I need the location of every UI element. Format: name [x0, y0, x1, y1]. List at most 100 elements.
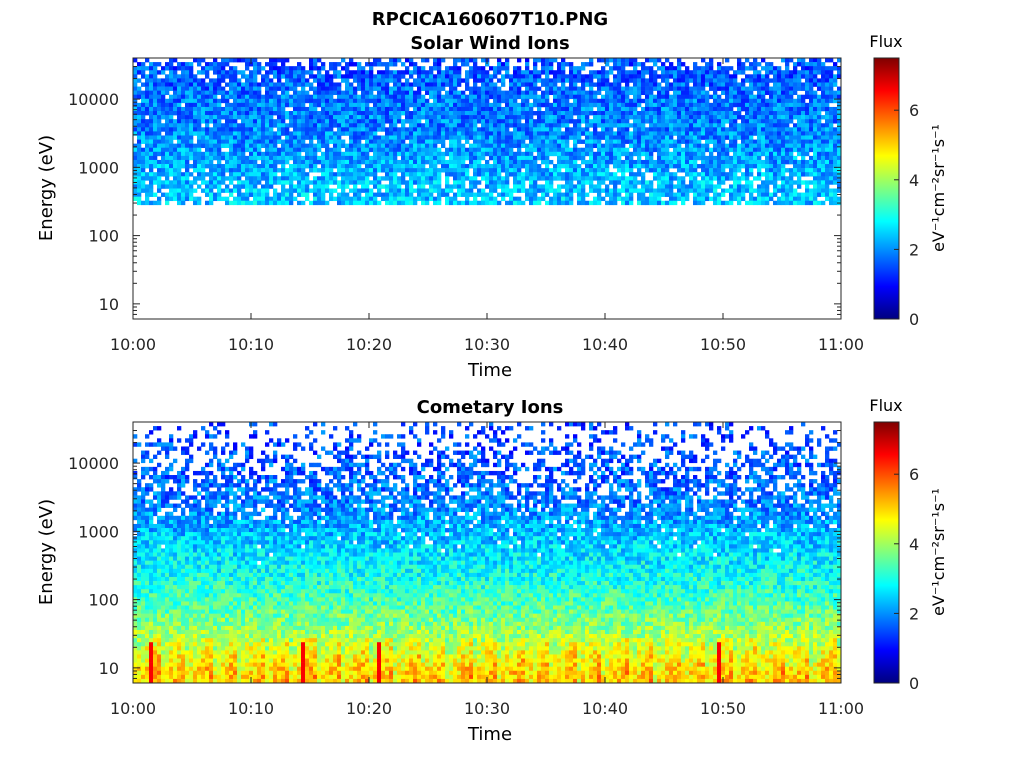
heatmap-cell: [157, 147, 162, 153]
heatmap-cell: [545, 176, 550, 181]
heatmap-cell: [245, 98, 250, 104]
heatmap-cell: [205, 143, 210, 149]
heatmap-cell: [721, 90, 726, 96]
heatmap-cell: [189, 98, 194, 104]
heatmap-cell: [349, 180, 354, 185]
heatmap-cell: [769, 70, 774, 75]
heatmap-cell: [133, 82, 138, 87]
heatmap-cell: [161, 94, 166, 100]
heatmap-cell: [561, 119, 566, 124]
heatmap-cell: [277, 98, 282, 104]
heatmap-cell: [685, 168, 690, 173]
heatmap-cell: [553, 90, 558, 96]
heatmap-cell: [397, 94, 402, 100]
heatmap-cell: [629, 58, 634, 63]
heatmap-cell: [797, 111, 802, 116]
heatmap-cell: [321, 98, 326, 104]
heatmap-cell: [657, 123, 662, 128]
heatmap-cell: [757, 70, 762, 75]
heatmap-cell: [421, 180, 426, 185]
heatmap-cell: [745, 90, 750, 96]
heatmap-cell: [809, 102, 814, 108]
heatmap-cell: [825, 66, 830, 71]
heatmap-cell: [313, 135, 318, 140]
heatmap-cell: [469, 123, 474, 128]
heatmap-cell: [765, 135, 770, 140]
heatmap-cell: [413, 143, 418, 149]
heatmap-cell: [273, 70, 278, 75]
heatmap-cell: [657, 102, 662, 108]
heatmap-cell: [745, 164, 750, 169]
heatmap-cell: [637, 180, 642, 185]
heatmap-cell: [393, 155, 398, 161]
heatmap-cell: [157, 151, 162, 157]
heatmap-cell: [501, 164, 506, 169]
heatmap-cell: [153, 139, 158, 144]
heatmap-cell: [593, 176, 598, 181]
heatmap-cell: [385, 66, 390, 71]
heatmap-cell: [669, 135, 674, 140]
heatmap-cell: [169, 70, 174, 75]
heatmap-cell: [693, 86, 698, 91]
heatmap-cell: [533, 82, 538, 87]
heatmap-cell: [745, 151, 750, 157]
heatmap-cell: [529, 135, 534, 140]
heatmap-cell: [565, 74, 570, 79]
heatmap-cell: [645, 70, 650, 75]
heatmap-cell: [725, 94, 730, 100]
heatmap-cell: [413, 127, 418, 132]
heatmap-cell: [729, 82, 734, 87]
heatmap-cell: [173, 98, 178, 104]
heatmap-cell: [325, 70, 330, 75]
heatmap-cell: [601, 143, 606, 149]
heatmap-cell: [361, 106, 366, 112]
heatmap-cell: [309, 147, 314, 153]
heatmap-cell: [645, 66, 650, 71]
heatmap-cell: [465, 147, 470, 153]
heatmap-cell: [309, 135, 314, 140]
heatmap-cell: [217, 127, 222, 132]
heatmap-cell: [181, 66, 186, 71]
heatmap-cell: [573, 90, 578, 96]
heatmap-cell: [337, 74, 342, 79]
heatmap-cell: [349, 102, 354, 108]
heatmap-cell: [353, 131, 358, 136]
heatmap-cell: [549, 172, 554, 177]
heatmap-cell: [801, 62, 806, 67]
heatmap-cell: [433, 90, 438, 96]
heatmap-cell: [657, 106, 662, 112]
heatmap-cell: [305, 127, 310, 132]
heatmap-cell: [737, 62, 742, 67]
heatmap-cell: [573, 86, 578, 91]
heatmap-cell: [305, 155, 310, 161]
heatmap-cell: [645, 184, 650, 189]
heatmap-cell: [573, 143, 578, 149]
heatmap-cell: [229, 94, 234, 100]
heatmap-cell: [157, 159, 162, 165]
heatmap-cell: [417, 74, 422, 79]
heatmap-cell: [577, 106, 582, 112]
heatmap-cell: [501, 143, 506, 149]
heatmap-cell: [721, 151, 726, 157]
heatmap-cell: [625, 111, 630, 116]
heatmap-cell: [449, 111, 454, 116]
heatmap-cell: [625, 159, 630, 165]
heatmap-cell: [445, 172, 450, 177]
heatmap-cell: [653, 159, 658, 165]
heatmap-cell: [169, 151, 174, 157]
heatmap-cell: [189, 155, 194, 161]
heatmap-cell: [325, 123, 330, 128]
heatmap-cell: [329, 111, 334, 116]
heatmap-cell: [165, 111, 170, 116]
heatmap-cell: [273, 159, 278, 165]
heatmap-cell: [565, 155, 570, 161]
heatmap-cell: [541, 184, 546, 189]
heatmap-cell: [597, 58, 602, 63]
heatmap-cell: [705, 123, 710, 128]
heatmap-cell: [673, 111, 678, 116]
heatmap-cell: [573, 176, 578, 181]
heatmap-cell: [309, 111, 314, 116]
heatmap-cell: [781, 82, 786, 87]
heatmap-cell: [469, 102, 474, 108]
heatmap-cell: [321, 86, 326, 91]
